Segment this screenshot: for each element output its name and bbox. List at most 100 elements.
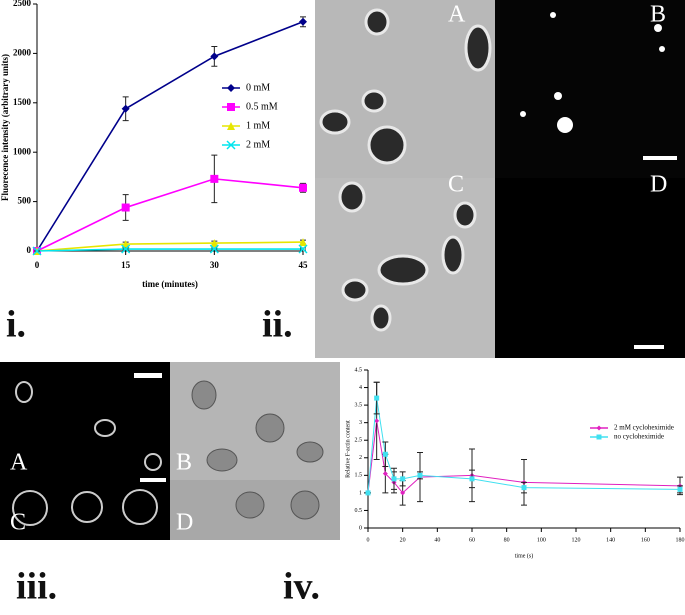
y-tick-label: 2500 bbox=[13, 0, 32, 8]
point bbox=[209, 244, 219, 254]
cells bbox=[319, 8, 492, 332]
legend-marker bbox=[227, 122, 235, 130]
y-tick-label: 1500 bbox=[13, 97, 32, 107]
cells-iii bbox=[12, 381, 162, 526]
y-tick-label: 0 bbox=[27, 245, 32, 255]
x-axis-label: time (minutes) bbox=[142, 279, 198, 289]
y-tick-label: 2.5 bbox=[355, 438, 363, 444]
point bbox=[121, 203, 130, 212]
legend-label: 2 mM bbox=[246, 139, 270, 150]
y-tick-label: 1.5 bbox=[355, 473, 363, 479]
image-label: A bbox=[10, 450, 28, 476]
point bbox=[400, 476, 406, 482]
point bbox=[382, 471, 388, 477]
y-tick-label: 2000 bbox=[13, 47, 32, 57]
legend-label: 0 mM bbox=[246, 82, 270, 93]
x-tick-label: 0 bbox=[367, 537, 370, 543]
legend-marker bbox=[596, 434, 602, 440]
cells-iii-b bbox=[191, 380, 324, 520]
y-axis-label: Fluorecence intensity (arbitrary units) bbox=[0, 54, 10, 201]
legend-label: 1 mM bbox=[246, 120, 270, 131]
point bbox=[391, 476, 397, 482]
x-tick-label: 140 bbox=[606, 537, 615, 543]
x-tick-label: 160 bbox=[641, 537, 650, 543]
x-tick-label: 100 bbox=[537, 537, 546, 543]
point bbox=[677, 486, 683, 492]
legend-label: 0.5 mM bbox=[246, 101, 278, 112]
point bbox=[121, 244, 131, 254]
image-label: D bbox=[176, 510, 193, 536]
point bbox=[400, 490, 406, 496]
image-b bbox=[495, 0, 685, 178]
image-d bbox=[495, 178, 685, 358]
x-tick-label: 180 bbox=[676, 537, 685, 543]
y-tick-label: 4.5 bbox=[355, 367, 363, 373]
x-axis-label: time (s) bbox=[515, 552, 534, 559]
series-line bbox=[36, 21, 304, 252]
point bbox=[299, 238, 307, 247]
series-line bbox=[36, 248, 303, 252]
y-tick-label: 0.5 bbox=[355, 508, 363, 514]
series-line bbox=[36, 241, 304, 252]
point bbox=[210, 239, 219, 248]
x-tick-label: 120 bbox=[572, 537, 581, 543]
y-tick-label: 500 bbox=[18, 196, 32, 206]
point bbox=[374, 395, 380, 401]
point bbox=[210, 52, 219, 61]
image-label: A bbox=[448, 2, 466, 28]
image-iii-a bbox=[0, 362, 170, 540]
panel-label: iii. bbox=[16, 566, 57, 608]
y-axis-label: Relative F-actin content bbox=[345, 420, 351, 478]
x-tick-label: 45 bbox=[299, 260, 309, 270]
point bbox=[299, 17, 307, 26]
point bbox=[210, 174, 219, 183]
scale-bar bbox=[134, 373, 162, 378]
y-tick-label: 3.5 bbox=[355, 402, 363, 408]
x-tick-label: 60 bbox=[469, 537, 475, 543]
scale-bar bbox=[634, 345, 664, 349]
scale-bar bbox=[643, 156, 677, 160]
x-tick-label: 30 bbox=[210, 260, 220, 270]
image-label: B bbox=[650, 2, 666, 28]
y-tick-label: 3 bbox=[359, 420, 362, 426]
point bbox=[374, 418, 380, 424]
y-tick-label: 2 bbox=[359, 455, 362, 461]
point bbox=[298, 244, 308, 254]
y-tick-label: 4 bbox=[359, 385, 362, 391]
scale-bar bbox=[140, 478, 166, 482]
series-line bbox=[36, 178, 304, 252]
image-label: C bbox=[10, 510, 26, 536]
image-label: D bbox=[650, 172, 667, 198]
legend-marker bbox=[596, 425, 602, 431]
legend-label: 2 mM cycloheximide bbox=[614, 424, 674, 432]
fluorescent-spots bbox=[520, 12, 665, 133]
y-tick-label: 1000 bbox=[13, 146, 32, 156]
y-tick-label: 0 bbox=[359, 525, 362, 531]
x-tick-label: 0 bbox=[35, 260, 40, 270]
point bbox=[299, 183, 307, 192]
point bbox=[365, 490, 371, 496]
y-tick-label: 1 bbox=[359, 490, 362, 496]
legend-marker bbox=[227, 84, 235, 92]
legend-label: no cycloheximide bbox=[614, 433, 664, 441]
image-iii-b bbox=[170, 362, 340, 480]
panel-label: ii. bbox=[262, 304, 293, 346]
image-label: C bbox=[448, 172, 464, 198]
panel-label: iv. bbox=[283, 566, 320, 608]
x-tick-label: 20 bbox=[400, 537, 406, 543]
x-tick-label: 40 bbox=[434, 537, 440, 543]
point bbox=[417, 472, 423, 478]
image-label: B bbox=[176, 450, 192, 476]
x-tick-label: 80 bbox=[504, 537, 510, 543]
panel-label: i. bbox=[6, 304, 26, 346]
point bbox=[521, 485, 527, 491]
point bbox=[32, 246, 42, 256]
legend-marker bbox=[227, 103, 235, 111]
legend-marker bbox=[226, 140, 236, 150]
point bbox=[469, 476, 475, 482]
point bbox=[121, 104, 130, 113]
x-tick-label: 15 bbox=[121, 260, 131, 270]
point bbox=[382, 451, 388, 457]
